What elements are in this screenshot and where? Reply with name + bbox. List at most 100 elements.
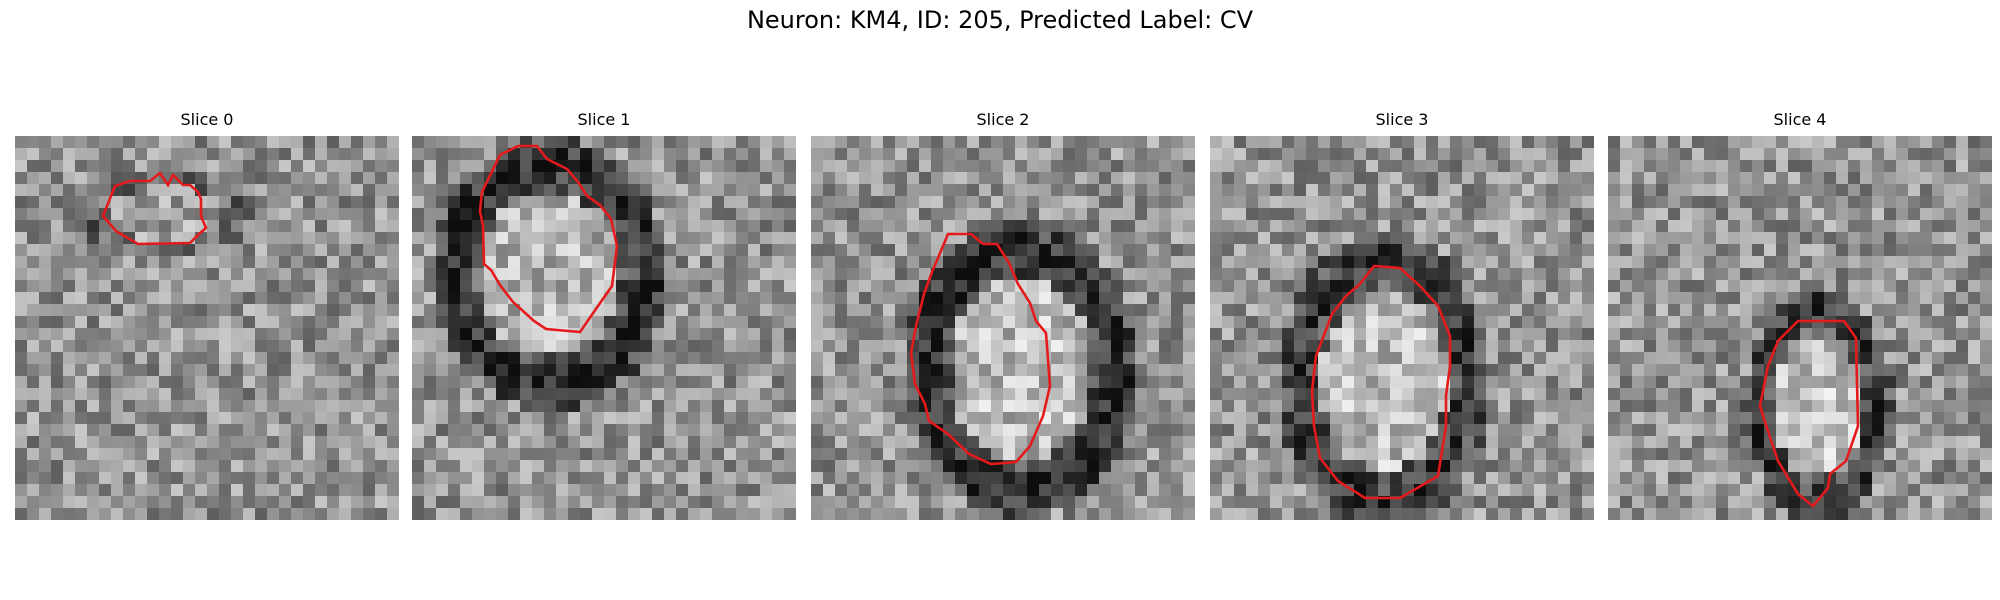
pixel bbox=[1183, 436, 1195, 448]
pixel bbox=[231, 472, 243, 484]
pixel bbox=[1824, 184, 1836, 196]
pixel bbox=[1318, 136, 1330, 148]
pixel bbox=[1378, 436, 1390, 448]
pixel bbox=[183, 400, 195, 412]
pixel bbox=[1668, 436, 1680, 448]
pixel bbox=[472, 328, 484, 340]
pixel bbox=[1450, 340, 1462, 352]
pixel bbox=[616, 400, 628, 412]
pixel bbox=[1462, 364, 1474, 376]
pixel bbox=[1450, 136, 1462, 148]
pixel bbox=[883, 340, 895, 352]
pixel bbox=[1800, 436, 1812, 448]
pixel bbox=[1474, 508, 1486, 520]
pixel bbox=[1884, 436, 1896, 448]
pixel bbox=[1968, 292, 1980, 304]
pixel bbox=[484, 496, 496, 508]
pixel bbox=[1318, 160, 1330, 172]
pixel bbox=[87, 436, 99, 448]
pixel bbox=[1740, 280, 1752, 292]
pixel bbox=[255, 412, 267, 424]
pixel bbox=[724, 436, 736, 448]
pixel bbox=[1848, 292, 1860, 304]
pixel bbox=[1087, 388, 1099, 400]
pixel bbox=[375, 208, 387, 220]
pixel bbox=[1015, 220, 1027, 232]
pixel bbox=[424, 400, 436, 412]
pixel bbox=[1438, 244, 1450, 256]
pixel bbox=[1426, 400, 1438, 412]
pixel bbox=[291, 340, 303, 352]
pixel bbox=[967, 256, 979, 268]
pixel bbox=[63, 316, 75, 328]
pixel bbox=[1039, 496, 1051, 508]
pixel bbox=[1294, 196, 1306, 208]
pixel bbox=[1210, 436, 1222, 448]
pixel bbox=[580, 484, 592, 496]
pixel bbox=[991, 436, 1003, 448]
pixel bbox=[556, 508, 568, 520]
pixel bbox=[1872, 148, 1884, 160]
pixel bbox=[700, 280, 712, 292]
pixel bbox=[1438, 220, 1450, 232]
pixel bbox=[712, 232, 724, 244]
pixel bbox=[1764, 208, 1776, 220]
pixel bbox=[351, 508, 363, 520]
pixel bbox=[231, 508, 243, 520]
pixel bbox=[1704, 388, 1716, 400]
pixel bbox=[1800, 388, 1812, 400]
pixel bbox=[640, 232, 652, 244]
pixel bbox=[1294, 412, 1306, 424]
pixel bbox=[1608, 340, 1620, 352]
pixel bbox=[1318, 292, 1330, 304]
pixel bbox=[1692, 436, 1704, 448]
pixel bbox=[484, 460, 496, 472]
pixel bbox=[1776, 316, 1788, 328]
pixel bbox=[1015, 304, 1027, 316]
pixel bbox=[700, 400, 712, 412]
pixel bbox=[1294, 436, 1306, 448]
pixel bbox=[1680, 460, 1692, 472]
pixel bbox=[823, 232, 835, 244]
segmentation-contour bbox=[101, 171, 208, 246]
pixel bbox=[1486, 376, 1498, 388]
pixel bbox=[255, 376, 267, 388]
pixel bbox=[1704, 172, 1716, 184]
pixel bbox=[1692, 352, 1704, 364]
pixel bbox=[823, 472, 835, 484]
pixel bbox=[195, 280, 207, 292]
pixel bbox=[1099, 496, 1111, 508]
pixel bbox=[496, 472, 508, 484]
pixel bbox=[1668, 220, 1680, 232]
pixel bbox=[279, 388, 291, 400]
pixel bbox=[1378, 340, 1390, 352]
pixel bbox=[736, 328, 748, 340]
pixel bbox=[1692, 460, 1704, 472]
pixel bbox=[1824, 280, 1836, 292]
pixel bbox=[183, 196, 195, 208]
pixel bbox=[895, 472, 907, 484]
pixel bbox=[604, 352, 616, 364]
pixel bbox=[412, 328, 424, 340]
pixel bbox=[760, 508, 772, 520]
pixel bbox=[1039, 304, 1051, 316]
pixel bbox=[895, 508, 907, 520]
pixel bbox=[1800, 136, 1812, 148]
pixel bbox=[1692, 220, 1704, 232]
pixel bbox=[1824, 136, 1836, 148]
pixel bbox=[1956, 196, 1968, 208]
pixel bbox=[823, 364, 835, 376]
pixel bbox=[859, 388, 871, 400]
pixel bbox=[979, 136, 991, 148]
pixel bbox=[1378, 256, 1390, 268]
pixel bbox=[628, 472, 640, 484]
pixel bbox=[1884, 184, 1896, 196]
pixel bbox=[1752, 352, 1764, 364]
pixel bbox=[51, 472, 63, 484]
pixel bbox=[1896, 244, 1908, 256]
pixel bbox=[1632, 148, 1644, 160]
pixel bbox=[604, 436, 616, 448]
pixel bbox=[1306, 256, 1318, 268]
pixel bbox=[412, 136, 424, 148]
pixel bbox=[87, 244, 99, 256]
